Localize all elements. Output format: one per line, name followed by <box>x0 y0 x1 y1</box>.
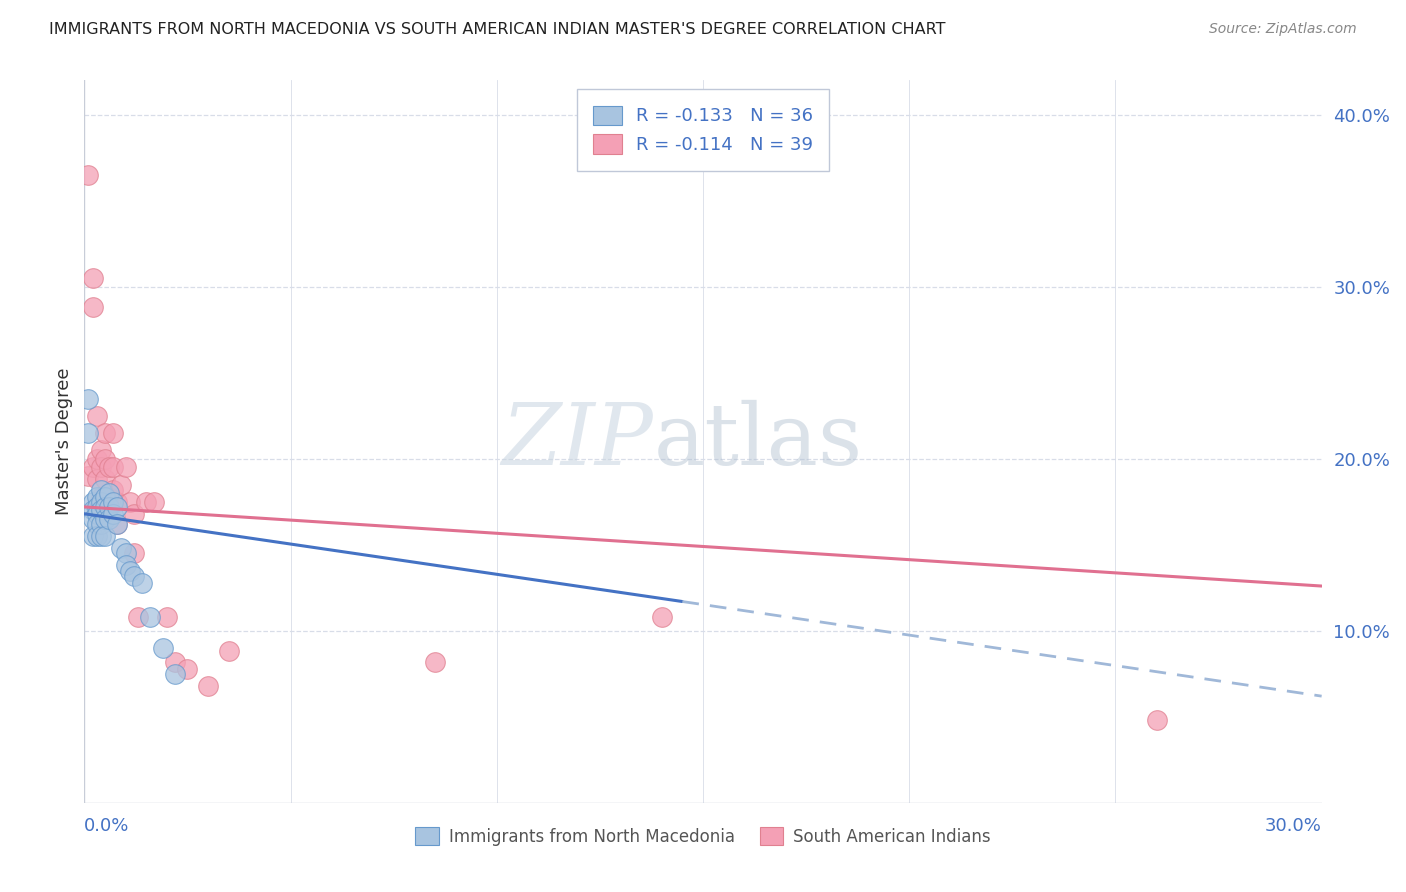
Point <box>98 490 121 504</box>
Point <box>105 494 128 508</box>
Point <box>86 472 108 486</box>
Point <box>651 610 673 624</box>
Point <box>98 460 121 475</box>
Point <box>94 451 117 466</box>
Point <box>94 512 117 526</box>
Point <box>110 541 132 556</box>
Point <box>423 655 446 669</box>
Point <box>94 500 117 514</box>
Point <box>165 666 187 681</box>
Point <box>98 512 121 526</box>
Point <box>218 644 240 658</box>
Point <box>176 662 198 676</box>
Point <box>165 655 187 669</box>
Point <box>82 271 104 285</box>
Point <box>90 529 112 543</box>
Point <box>105 517 128 532</box>
Text: Source: ZipAtlas.com: Source: ZipAtlas.com <box>1209 22 1357 37</box>
Point <box>103 507 125 521</box>
Point <box>82 529 104 543</box>
Point <box>114 460 136 475</box>
Point <box>82 301 104 315</box>
Point <box>105 517 128 532</box>
Point <box>122 546 145 560</box>
Legend: Immigrants from North Macedonia, South American Indians: Immigrants from North Macedonia, South A… <box>409 821 997 852</box>
Point <box>98 500 121 514</box>
Point <box>90 490 112 504</box>
Point <box>86 500 108 514</box>
Point <box>77 392 100 406</box>
Point <box>152 640 174 655</box>
Point <box>122 507 145 521</box>
Point <box>135 494 157 508</box>
Point <box>82 512 104 526</box>
Text: IMMIGRANTS FROM NORTH MACEDONIA VS SOUTH AMERICAN INDIAN MASTER'S DEGREE CORRELA: IMMIGRANTS FROM NORTH MACEDONIA VS SOUTH… <box>49 22 946 37</box>
Text: 30.0%: 30.0% <box>1265 816 1322 835</box>
Point <box>143 494 166 508</box>
Point <box>86 490 108 504</box>
Point <box>156 610 179 624</box>
Point <box>103 425 125 440</box>
Point <box>94 529 117 543</box>
Point <box>103 460 125 475</box>
Point <box>77 168 100 182</box>
Y-axis label: Master's Degree: Master's Degree <box>55 368 73 516</box>
Point <box>197 679 219 693</box>
Point <box>90 503 112 517</box>
Point <box>82 503 104 517</box>
Point <box>90 494 112 508</box>
Point <box>105 500 128 514</box>
Point <box>94 472 117 486</box>
Point <box>131 575 153 590</box>
Point <box>90 460 112 475</box>
Point <box>90 443 112 458</box>
Point <box>114 558 136 573</box>
Point <box>103 494 125 508</box>
Point <box>94 425 117 440</box>
Point <box>86 507 108 521</box>
Point <box>114 546 136 560</box>
Point <box>139 610 162 624</box>
Point <box>94 490 117 504</box>
Point <box>86 409 108 423</box>
Point <box>98 486 121 500</box>
Point <box>90 483 112 497</box>
Point <box>82 460 104 475</box>
Point <box>127 610 149 624</box>
Point <box>82 494 104 508</box>
Point <box>86 500 108 514</box>
Point <box>86 517 108 532</box>
Point <box>86 451 108 466</box>
Point <box>1146 713 1168 727</box>
Point <box>103 483 125 497</box>
Point <box>94 500 117 514</box>
Point <box>90 517 112 532</box>
Text: atlas: atlas <box>654 400 863 483</box>
Point <box>77 425 100 440</box>
Point <box>118 494 141 508</box>
Point <box>77 469 100 483</box>
Text: 0.0%: 0.0% <box>84 816 129 835</box>
Point <box>122 568 145 582</box>
Point <box>118 564 141 578</box>
Text: ZIP: ZIP <box>502 401 654 483</box>
Point <box>86 529 108 543</box>
Point <box>110 477 132 491</box>
